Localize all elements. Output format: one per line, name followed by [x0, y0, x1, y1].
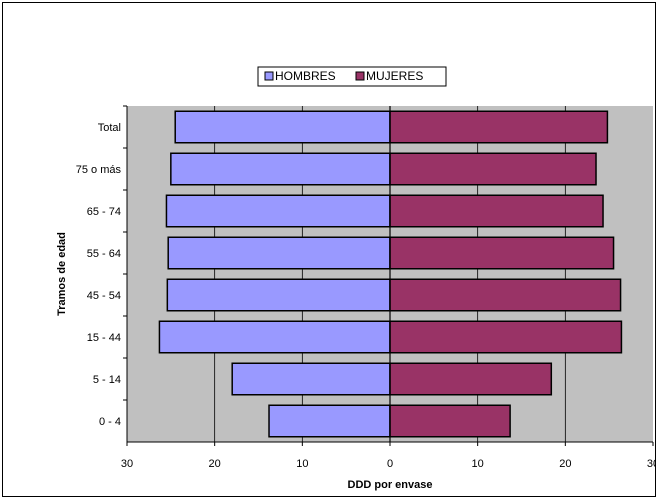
legend-swatch-mujeres [355, 71, 365, 81]
bar-hombres-45-54 [166, 278, 391, 312]
bar-mujeres-total [389, 110, 609, 144]
x-tick-label-5: 20 [559, 458, 571, 470]
legend-swatch-hombres [264, 71, 274, 81]
x-tick-label-6: 30 [647, 458, 655, 470]
y-tick-label-65-74: 65 - 74 [87, 206, 121, 218]
x-tick-label-4: 10 [472, 458, 484, 470]
y-tick-label-total: Total [98, 122, 121, 134]
x-tick-label-3: 0 [387, 458, 393, 470]
x-tick-label-1: 20 [209, 458, 221, 470]
x-tick-labels: 30 20 10 0 10 20 30 [121, 442, 659, 470]
legend-box [257, 66, 447, 87]
bar-mujeres-0-4 [389, 404, 511, 438]
bar-hombres-75-o-mas [170, 152, 391, 186]
bar-mujeres-65-74 [389, 194, 604, 228]
bar-mujeres-5-14 [389, 362, 553, 396]
y-tick-label-55-64: 55 - 64 [87, 248, 121, 260]
y-tick-label-5-14: 5 - 14 [93, 374, 121, 386]
y-tick-labels: Total 75 o más 65 - 74 55 - 64 45 - 54 15 - 4… [76, 105, 127, 428]
legend-label-hombres: HOMBRES [275, 69, 336, 83]
bars-layer [126, 106, 653, 443]
bar-hombres-55-64 [167, 236, 391, 270]
bar-mujeres-75-o-mas [389, 152, 597, 186]
x-axis-title: DDD por envase [348, 479, 433, 491]
x-tick-label-2: 10 [296, 458, 308, 470]
y-tick-label-45-54: 45 - 54 [87, 290, 121, 302]
population-pyramid-chart: Total 75 o más 65 - 74 55 - 64 45 - 54 15 - 4… [56, 66, 659, 491]
bar-hombres-15-44 [158, 320, 391, 354]
y-tick-label-15-44: 15 - 44 [87, 332, 121, 344]
bar-hombres-total [174, 110, 391, 144]
y-tick-label-75-o-mas: 75 o más [76, 164, 122, 176]
legend: HOMBRES MUJERES [257, 66, 447, 87]
legend-label-mujeres: MUJERES [366, 69, 423, 83]
bar-mujeres-15-44 [389, 320, 623, 354]
y-axis-title: Tramos de edad [56, 232, 68, 316]
bar-mujeres-55-64 [389, 236, 615, 270]
bar-mujeres-45-54 [389, 278, 622, 312]
bar-hombres-65-74 [165, 194, 391, 228]
x-tick-label-0: 30 [121, 458, 133, 470]
bar-hombres-5-14 [231, 362, 391, 396]
bar-hombres-0-4 [268, 404, 391, 438]
y-tick-label-0-4: 0 - 4 [99, 416, 121, 428]
